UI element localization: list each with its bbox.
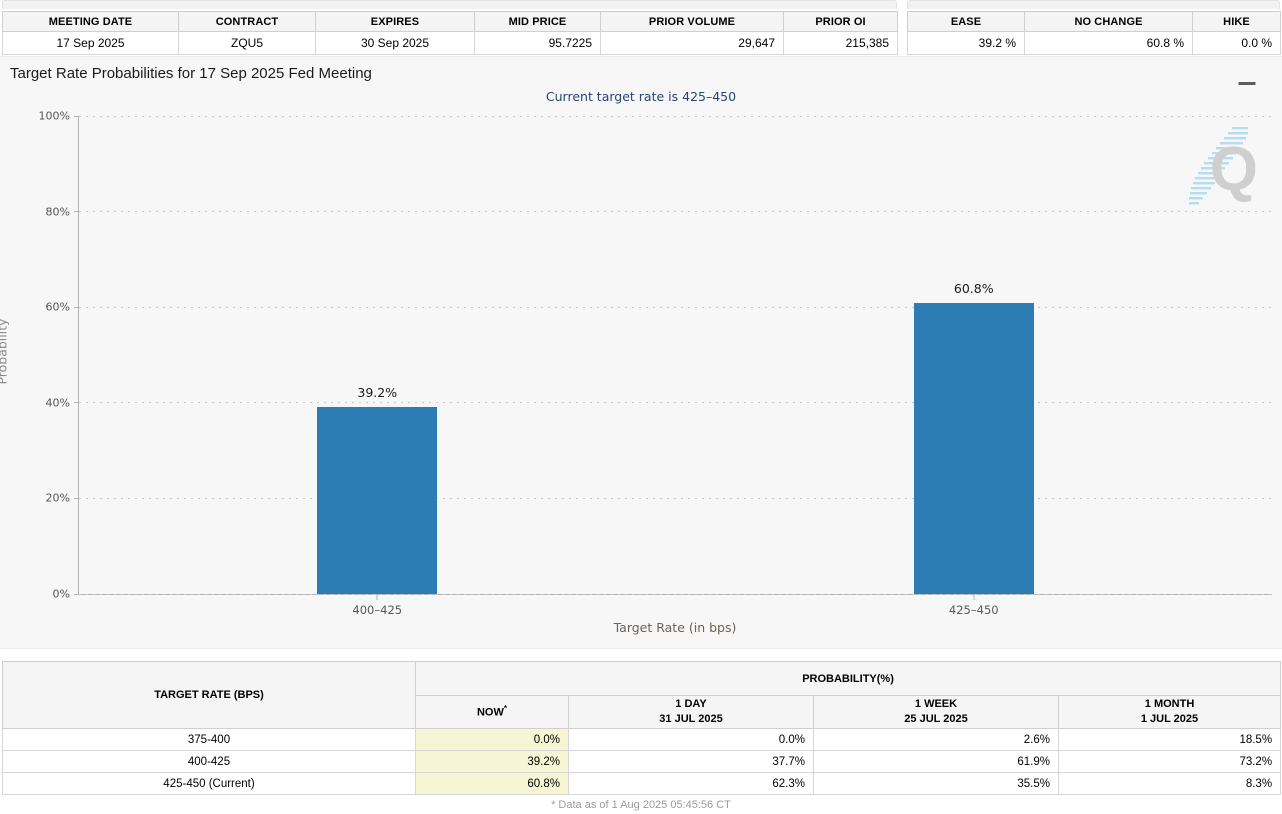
bar-value-label: 39.2% (357, 384, 398, 400)
prior-oi-value: 215,385 (783, 31, 898, 55)
col-1-month: 1 MONTH 1 JUL 2025 (1057, 695, 1282, 729)
day-probability: 37.7% (568, 750, 814, 773)
col-expires: EXPIRES (315, 11, 475, 32)
table-header-row: EASE NO CHANGE HIKE (907, 11, 1281, 32)
y-tick-label: 80% (45, 205, 70, 219)
rate-range-label: 400-425 (2, 750, 416, 773)
y-axis-title: Probability (0, 317, 10, 385)
y-tick-mark (74, 306, 79, 308)
x-axis-title: Target Rate (in bps) (613, 620, 737, 635)
col-contract: CONTRACT (178, 11, 316, 32)
y-tick-label: 40% (45, 396, 70, 410)
mid-price-value: 95.7225 (474, 31, 601, 55)
chart-title: Target Rate Probabilities for 17 Sep 202… (10, 65, 372, 82)
gridline (79, 497, 1272, 499)
probability-bar-400-425[interactable] (317, 406, 438, 594)
col-meeting-date: MEETING DATE (2, 11, 179, 32)
col-prior-oi: PRIOR OI (783, 11, 898, 32)
probability-bar-425-450[interactable] (913, 303, 1034, 594)
x-tick-mark (973, 594, 975, 600)
corner-header-target-rate: TARGET RATE (BPS) (2, 661, 416, 729)
rate-range-label: 375-400 (2, 728, 416, 751)
table-row: 425-450 (Current) 60.8% 62.3% 35.5% 8.3% (2, 772, 1282, 795)
expires-value: 30 Sep 2025 (315, 31, 475, 55)
prior-volume-value: 29,647 (600, 31, 784, 55)
panel-top-strip-left (2, 0, 897, 9)
quikstrike-watermark: Q (1186, 121, 1260, 213)
contract-summary-table: MEETING DATE CONTRACT EXPIRES MID PRICE … (2, 11, 898, 55)
month-probability: 8.3% (1057, 772, 1282, 795)
meeting-date-value: 17 Sep 2025 (2, 31, 179, 55)
no-change-value: 60.8 % (1024, 31, 1193, 55)
hamburger-menu-icon[interactable] (1238, 69, 1265, 85)
rate-range-label: 425-450 (Current) (2, 772, 416, 795)
group-header-probability: PROBABILITY(%) (414, 661, 1282, 696)
month-probability: 18.5% (1057, 728, 1282, 751)
month-probability: 73.2% (1057, 750, 1282, 773)
week-probability: 61.9% (813, 750, 1059, 773)
watermark-q-letter: Q (1209, 135, 1258, 204)
table-row: 39.2 % 60.8 % 0.0 % (907, 31, 1281, 55)
week-probability: 35.5% (813, 772, 1059, 795)
day-probability: 62.3% (568, 772, 814, 795)
table-row: 375-400 0.0% 0.0% 2.6% 18.5% (2, 728, 1282, 751)
now-probability: 0.0% (415, 728, 569, 751)
gridline (79, 306, 1272, 308)
week-probability: 2.6% (813, 728, 1059, 751)
table-row: 17 Sep 2025 ZQU5 30 Sep 2025 95.7225 29,… (2, 31, 898, 55)
hike-value: 0.0 % (1192, 31, 1281, 55)
contract-value: ZQU5 (178, 31, 316, 55)
bar-value-label: 60.8% (953, 281, 994, 297)
probability-chart-panel: Target Rate Probabilities for 17 Sep 202… (0, 56, 1282, 649)
panel-top-strip-right (907, 0, 1280, 9)
col-hike: HIKE (1192, 11, 1281, 32)
col-1-day: 1 DAY 31 JUL 2025 (568, 695, 814, 729)
gridline (79, 593, 1272, 595)
now-probability: 39.2% (415, 750, 569, 773)
day-probability: 0.0% (568, 728, 814, 751)
y-tick-label: 0% (52, 587, 70, 601)
x-tick-label: 400–425 (352, 603, 403, 617)
gridline (79, 402, 1272, 404)
chart-subtitle: Current target rate is 425–450 (545, 89, 737, 104)
col-mid-price: MID PRICE (474, 11, 601, 32)
y-tick-label: 20% (45, 491, 70, 505)
now-probability: 60.8% (415, 772, 569, 795)
table-header-row: MEETING DATE CONTRACT EXPIRES MID PRICE … (2, 11, 898, 32)
watermark-stripes-graphic (1189, 127, 1248, 205)
y-tick-mark (74, 593, 79, 595)
table-subheader-row: NOW* 1 DAY 31 JUL 2025 1 WEEK 25 JUL 2025 … (3, 695, 1282, 729)
table-row: 400-425 39.2% 37.7% 61.9% 73.2% (2, 750, 1282, 773)
y-tick-label: 100% (38, 109, 70, 123)
menu-bar (1238, 82, 1256, 85)
bar-chart-plot-area: 0% 20% 40% 60% 80% 100% 39.2% 400–425 60.8% 425–4… (39, 110, 1272, 617)
col-1-week: 1 WEEK 25 JUL 2025 (813, 695, 1059, 729)
col-no-change: NO CHANGE (1024, 11, 1193, 32)
y-tick-label: 60% (45, 300, 70, 314)
x-tick-mark (376, 594, 378, 600)
y-tick-mark (74, 402, 79, 404)
rate-action-table: EASE NO CHANGE HIKE 39.2 % 60.8 % 0.0 % (907, 11, 1281, 55)
y-tick-mark (74, 211, 79, 213)
asterisk-marker: * (503, 703, 507, 713)
y-tick-mark (74, 497, 79, 499)
gridline (79, 211, 1272, 213)
col-prior-volume: PRIOR VOLUME (600, 11, 784, 32)
y-tick-mark (74, 115, 79, 117)
x-tick-label: 425–450 (948, 603, 999, 617)
gridline (79, 115, 1272, 117)
ease-value: 39.2 % (907, 31, 1025, 55)
col-now: NOW* (415, 695, 569, 729)
col-ease: EASE (907, 11, 1025, 32)
table-group-header-row: TARGET RATE (BPS) PROBABILITY(%) (2, 661, 1282, 729)
historical-probability-table: TARGET RATE (BPS) PROBABILITY(%) NOW* 1 … (2, 661, 1282, 795)
data-as-of-note: * Data as of 1 Aug 2025 05:45:56 CT (551, 799, 731, 811)
